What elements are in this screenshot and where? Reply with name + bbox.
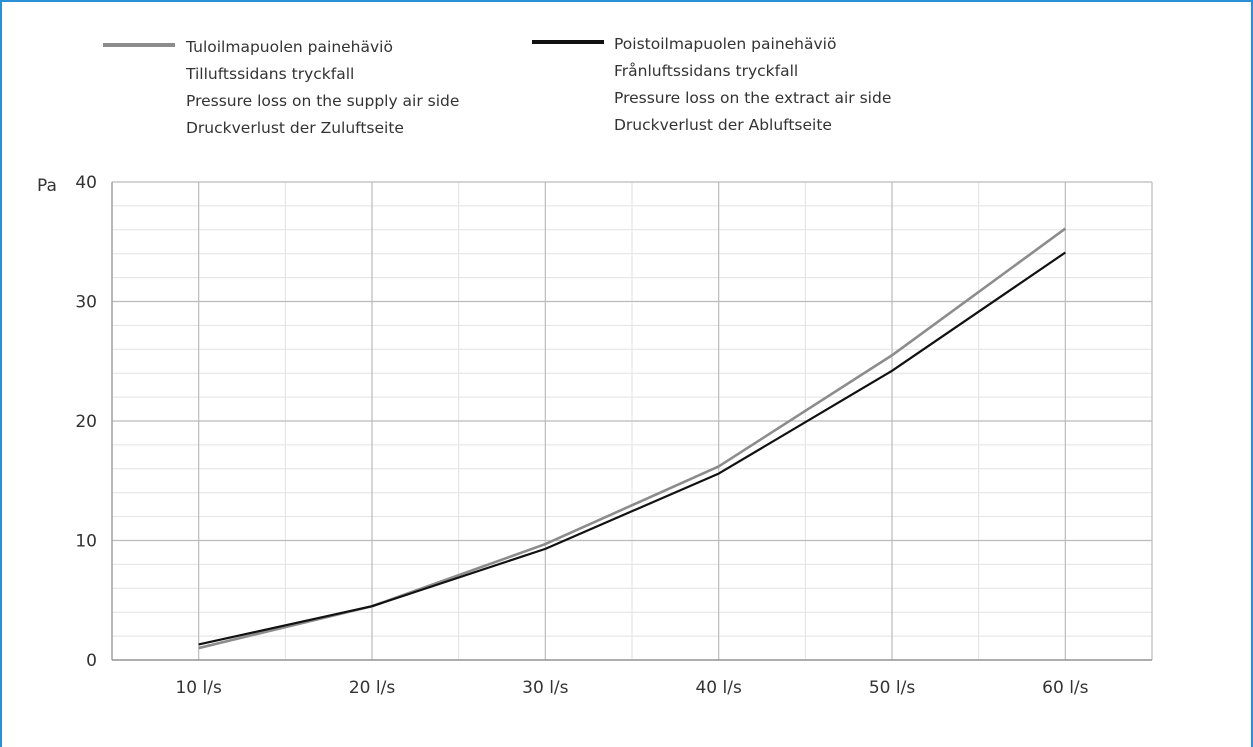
- y-tick-label: 40: [75, 173, 97, 193]
- legend-swatch-supply: [103, 43, 175, 47]
- y-tick-label: 0: [86, 651, 97, 671]
- legend-supply-text: Tuloilmapuolen painehäviö Tilluftssidans…: [186, 34, 459, 142]
- legend-supply-line-de: Druckverlust der Zuluftseite: [186, 119, 404, 137]
- tick-labels: 0 10 20 30 40 10 l/s 20 l/s 30 l/s 40 l/s 50 l/s 6…: [75, 173, 1088, 698]
- x-tick-label: 30 l/s: [522, 678, 568, 698]
- legend-supply-line-fi: Tuloilmapuolen painehäviö: [186, 38, 393, 56]
- legend-extract-text: Poistoilmapuolen painehäviö Frånluftssid…: [614, 31, 891, 139]
- x-tick-label: 40 l/s: [695, 678, 741, 698]
- legend-extract-line-en: Pressure loss on the extract air side: [614, 89, 892, 107]
- y-tick-label: 30: [75, 293, 97, 313]
- series-lines: [198, 227, 1067, 650]
- y-tick-label: 20: [75, 412, 97, 432]
- legend-supply-line-en: Pressure loss on the supply air side: [186, 92, 460, 110]
- legend-extract-line-de: Druckverlust der Abluftseite: [614, 116, 832, 134]
- legend-extract-line-sv: Frånluftssidans tryckfall: [614, 62, 799, 80]
- series-line-extract: [198, 251, 1066, 646]
- x-tick-label: 10 l/s: [175, 678, 221, 698]
- legend-supply-line-sv: Tilluftssidans tryckfall: [186, 65, 355, 83]
- x-tick-label: 50 l/s: [869, 678, 915, 698]
- grid: [111, 181, 1153, 661]
- legend-extract-line-fi: Poistoilmapuolen painehäviö: [614, 35, 837, 53]
- legend-swatch-extract: [532, 40, 604, 44]
- x-tick-label: 60 l/s: [1042, 678, 1088, 698]
- y-tick-label: 10: [75, 532, 97, 552]
- x-tick-label: 20 l/s: [349, 678, 395, 698]
- y-axis-label: Pa: [37, 176, 57, 196]
